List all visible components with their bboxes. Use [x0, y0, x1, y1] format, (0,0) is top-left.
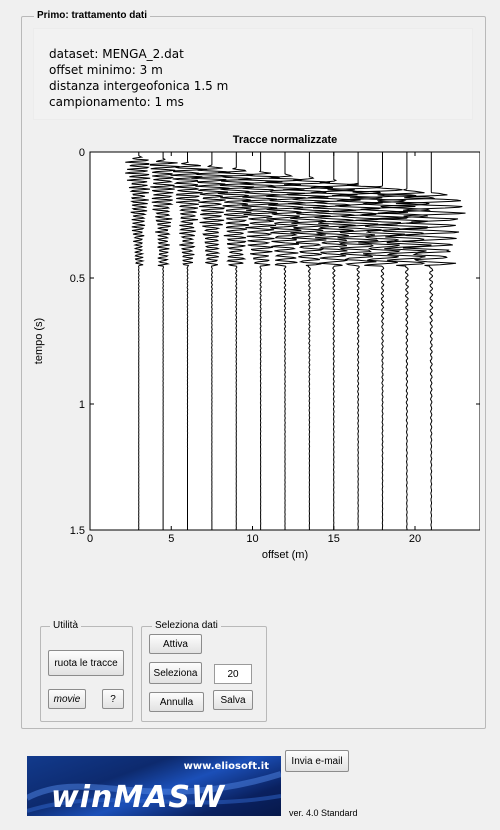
- chart-title: Tracce normalizzate: [233, 134, 338, 146]
- seismic-trace: [191, 152, 233, 530]
- geophone-distance: distanza intergeofonica 1.5 m: [49, 79, 229, 93]
- dataset-name: dataset: MENGA_2.dat: [49, 47, 184, 61]
- save-button[interactable]: Salva: [213, 690, 253, 710]
- seismic-trace: [217, 152, 255, 530]
- processing-panel: [21, 16, 486, 729]
- panel-title: Primo: trattamento dati: [34, 10, 151, 22]
- x-axis-label: offset (m): [262, 549, 308, 561]
- dataset-info-box: dataset: MENGA_2.dat offset minimo: 3 m …: [33, 28, 473, 120]
- selection-value-field[interactable]: 20: [214, 664, 252, 684]
- logo-name: winMASW: [51, 780, 226, 815]
- seismic-trace: [149, 152, 180, 530]
- rotate-traces-button[interactable]: ruota le tracce: [48, 650, 124, 676]
- version-label: ver. 4.0 Standard: [289, 808, 358, 818]
- offset-min: offset minimo: 3 m: [49, 63, 163, 77]
- y-tick-label: 1.5: [70, 525, 85, 537]
- seismic-trace: [349, 152, 417, 531]
- select-data-title: Seleziona dati: [152, 620, 221, 632]
- utility-title: Utilità: [50, 620, 82, 632]
- select-button[interactable]: Seleziona: [149, 662, 202, 684]
- x-tick-label: 15: [328, 533, 340, 545]
- y-tick-label: 0.5: [70, 273, 85, 285]
- utility-group: [40, 626, 133, 722]
- help-button[interactable]: ?: [102, 689, 124, 709]
- y-tick-label: 0: [79, 147, 85, 159]
- traces-chart: Tracce normalizzate 0 5 10 15 20 0 0.5 1 1.5 off…: [30, 128, 481, 568]
- logo-url: www.eliosoft.it: [183, 761, 269, 772]
- seismic-trace: [238, 152, 283, 530]
- activate-button[interactable]: Attiva: [149, 634, 202, 654]
- traces-chart-svg: Tracce normalizzate 0 5 10 15 20 0 0.5 1 1.5 off…: [33, 134, 481, 561]
- seismic-trace: [170, 152, 208, 530]
- sampling-rate: campionamento: 1 ms: [49, 95, 184, 109]
- x-tick-label: 20: [409, 533, 421, 545]
- seismic-trace: [282, 152, 334, 531]
- seismic-trace: [125, 152, 151, 530]
- seismic-trace: [395, 152, 466, 531]
- x-tick-label: 10: [246, 533, 258, 545]
- cancel-button[interactable]: Annulla: [149, 692, 204, 712]
- logo-swirl: [27, 771, 281, 813]
- y-tick-label: 1: [79, 399, 85, 411]
- send-email-button[interactable]: Invia e-mail: [285, 750, 349, 772]
- x-tick-label: 0: [87, 533, 93, 545]
- winmasw-logo: www.eliosoft.it winMASW: [27, 756, 281, 816]
- x-tick-label: 5: [168, 533, 174, 545]
- seismic-trace: [264, 152, 306, 531]
- y-axis-label: tempo (s): [33, 318, 45, 364]
- movie-button[interactable]: movie: [48, 689, 86, 709]
